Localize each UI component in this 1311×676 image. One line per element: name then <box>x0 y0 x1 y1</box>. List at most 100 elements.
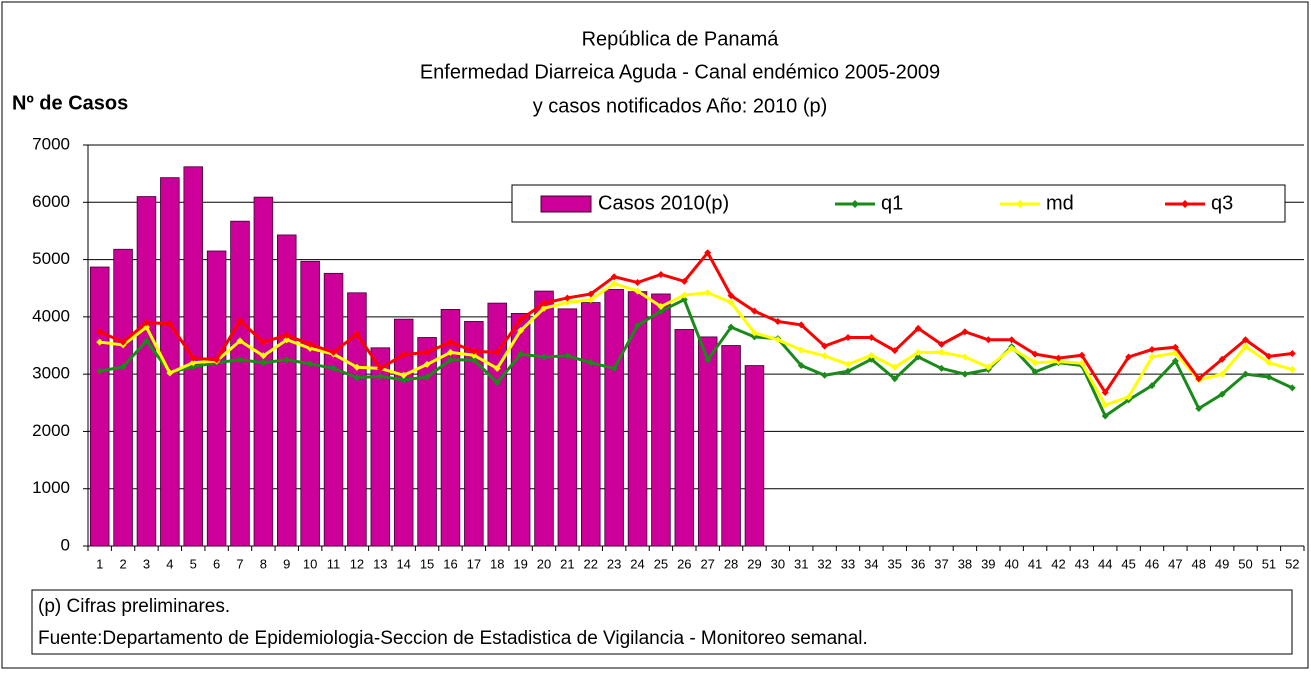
x-tick-label: 52 <box>1285 556 1299 571</box>
x-tick-label: 28 <box>724 556 738 571</box>
marker <box>961 328 969 336</box>
marker <box>774 336 782 344</box>
y-tick-label: 0 <box>61 535 70 554</box>
marker <box>400 376 408 384</box>
bar <box>581 302 601 547</box>
x-tick-label: 36 <box>911 556 925 571</box>
x-tick-label: 34 <box>864 556 878 571</box>
y-tick-label: 3000 <box>32 364 70 383</box>
x-tick-label: 22 <box>584 556 598 571</box>
marker <box>821 371 829 379</box>
marker <box>680 277 688 285</box>
marker <box>189 359 197 367</box>
marker <box>1288 350 1296 358</box>
marker <box>1218 355 1226 363</box>
marker <box>96 328 104 336</box>
marker <box>540 299 548 307</box>
marker <box>142 319 150 327</box>
marker <box>470 351 478 359</box>
x-tick-label: 13 <box>373 556 387 571</box>
marker <box>1008 344 1016 352</box>
marker <box>727 323 735 331</box>
marker <box>1078 359 1086 367</box>
marker <box>306 340 314 348</box>
marker <box>1078 351 1086 359</box>
marker <box>517 316 525 324</box>
x-tick-label: 31 <box>794 556 808 571</box>
marker <box>961 353 969 361</box>
marker <box>493 379 501 387</box>
marker <box>1148 346 1156 354</box>
x-tick-label: 33 <box>841 556 855 571</box>
marker <box>1171 343 1179 351</box>
bar <box>323 272 344 547</box>
marker <box>984 336 992 344</box>
x-tick-label: 40 <box>1004 556 1018 571</box>
bar <box>487 302 507 547</box>
marker <box>587 359 595 367</box>
marker <box>914 324 922 332</box>
bar <box>277 234 297 547</box>
x-tick-label: 35 <box>888 556 902 571</box>
footnote-box <box>31 589 1293 655</box>
bar <box>89 266 110 547</box>
marker <box>797 346 805 354</box>
marker <box>166 320 174 328</box>
x-tick-label: 5 <box>190 556 197 571</box>
marker <box>1242 336 1250 344</box>
marker <box>727 299 735 307</box>
bar <box>206 250 227 547</box>
marker <box>446 338 454 346</box>
x-tick-label: 29 <box>747 556 761 571</box>
marker <box>1265 359 1273 367</box>
x-tick-label: 44 <box>1098 556 1112 571</box>
marker <box>587 290 595 298</box>
bar <box>510 313 531 547</box>
x-tick-label: 48 <box>1192 556 1206 571</box>
x-tick-label: 37 <box>934 556 948 571</box>
marker <box>330 364 338 372</box>
marker <box>1171 357 1179 365</box>
marker <box>634 278 642 286</box>
legend-box <box>511 184 1286 223</box>
marker <box>142 337 150 345</box>
bar <box>136 196 157 547</box>
marker <box>423 373 431 381</box>
marker <box>563 294 571 302</box>
marker <box>750 333 758 341</box>
x-tick-label: 42 <box>1051 556 1065 571</box>
marker <box>844 367 852 375</box>
marker <box>540 353 548 361</box>
marker <box>727 292 735 300</box>
bar <box>253 196 274 547</box>
marker <box>1218 370 1226 378</box>
marker <box>423 360 431 368</box>
bar <box>604 288 624 547</box>
marker <box>283 356 291 364</box>
bar <box>464 321 484 547</box>
x-tick-label: 32 <box>817 556 831 571</box>
bar <box>393 318 414 547</box>
marker <box>1101 388 1109 396</box>
x-tick-label: 23 <box>607 556 621 571</box>
marker <box>1288 384 1296 392</box>
marker <box>961 370 969 378</box>
marker <box>96 338 104 346</box>
marker <box>657 270 665 278</box>
marker <box>470 347 478 355</box>
x-tick-label: 20 <box>537 556 551 571</box>
y-tick-label: 1000 <box>32 478 70 497</box>
marker <box>657 303 665 311</box>
x-tick-label: 15 <box>420 556 434 571</box>
marker <box>891 375 899 383</box>
x-tick-label: 19 <box>513 556 527 571</box>
marker <box>1031 359 1039 367</box>
chart-title: y casos notificados Año: 2010 (p) <box>533 95 828 117</box>
marker <box>1195 375 1203 383</box>
x-tick-label: 38 <box>958 556 972 571</box>
marker <box>283 331 291 339</box>
x-tick-label: 12 <box>350 556 364 571</box>
marker <box>306 360 314 368</box>
legend-label: Casos 2010(p) <box>598 192 729 214</box>
